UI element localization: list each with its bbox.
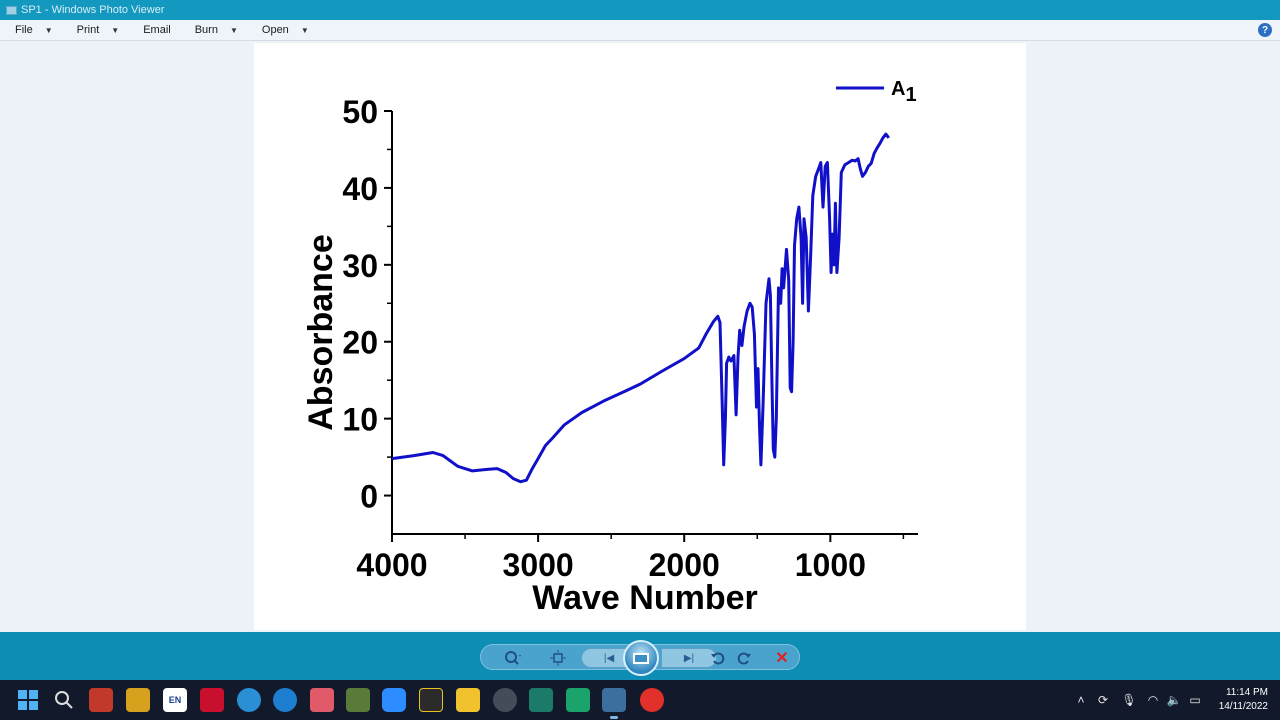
actual-size-icon[interactable]	[545, 645, 571, 671]
app-icon-3[interactable]	[200, 688, 224, 712]
title-bar: SP1 - Windows Photo Viewer	[0, 0, 1280, 20]
zoom-icon[interactable]	[499, 645, 527, 671]
legend-label-main: A	[891, 78, 905, 100]
active-indicator	[610, 716, 618, 719]
search-icon[interactable]	[52, 688, 76, 712]
legend-label: A1	[891, 78, 917, 106]
app-icon-1[interactable]	[89, 688, 113, 712]
menu-file[interactable]: File ▼	[0, 20, 62, 40]
photo-viewer-taskbar-icon[interactable]	[602, 688, 626, 712]
app-icon-9[interactable]	[566, 688, 590, 712]
menu-email-label: Email	[143, 24, 171, 36]
legend-label-subscript: 1	[905, 84, 916, 106]
zoom-app-icon[interactable]	[382, 688, 406, 712]
microphone-icon[interactable]: 🎙	[1121, 693, 1137, 707]
battery-icon[interactable]: ▭	[1189, 693, 1201, 707]
y-tick-label: 20	[342, 325, 378, 361]
taskbar: EN ˄ ⟳ 🎙 ◠ 🔈 ▭ 11:14 PM 14/11/2022	[0, 680, 1280, 720]
rotate-counterclockwise-icon[interactable]	[705, 645, 731, 671]
volume-icon[interactable]: 🔈	[1166, 693, 1182, 707]
help-icon[interactable]: ?	[1258, 23, 1272, 37]
x-tick-label: 4000	[356, 547, 427, 583]
chart-ticks: 0 10 20 30 40 50 4000 3000 2000 1000	[342, 94, 905, 583]
y-axis-label: Absorbance	[302, 234, 340, 431]
series-line-a1	[391, 132, 890, 484]
x-tick-label: 3000	[503, 547, 574, 583]
menu-file-label: File	[15, 24, 33, 36]
app-icon-10[interactable]	[640, 688, 664, 712]
app-icon-8[interactable]	[529, 688, 553, 712]
sync-icon[interactable]: ⟳	[1097, 693, 1109, 707]
chevron-down-icon: ▼	[300, 25, 309, 35]
y-tick-label: 40	[342, 171, 378, 207]
y-tick-label: 50	[342, 94, 378, 130]
language-icon[interactable]: EN	[163, 688, 187, 712]
clock-date: 14/11/2022	[1218, 701, 1268, 712]
y-tick-label: 30	[342, 248, 378, 284]
app-icon-5[interactable]	[346, 688, 370, 712]
menu-bar: File ▼ Print ▼ Email Burn ▼ Open ▼ ?	[0, 20, 1280, 41]
photo-viewer-icon	[6, 5, 17, 15]
y-tick-label: 0	[360, 479, 378, 515]
app-icon-7[interactable]	[493, 688, 517, 712]
clock-time: 11:14 PM	[1225, 687, 1268, 698]
menu-email[interactable]: Email	[128, 20, 180, 40]
clock[interactable]: 11:14 PM 14/11/2022	[1219, 686, 1268, 714]
menu-burn[interactable]: Burn ▼	[180, 20, 247, 40]
browser-icon[interactable]	[237, 688, 261, 712]
wifi-icon[interactable]: ◠	[1147, 693, 1159, 707]
delete-icon[interactable]: ✕	[775, 650, 789, 667]
chevron-down-icon: ▼	[111, 25, 120, 35]
edge-icon[interactable]	[273, 688, 297, 712]
image-viewport: 0 10 20 30 40 50 4000 3000 2000 1000 A1 Wave Numb…	[0, 41, 1280, 632]
folder-icon[interactable]	[456, 688, 480, 712]
slideshow-icon[interactable]	[623, 640, 659, 676]
chevron-up-icon[interactable]: ˄	[1077, 693, 1085, 707]
menu-burn-label: Burn	[194, 24, 218, 36]
window-title: SP1 - Windows Photo Viewer	[21, 4, 165, 16]
x-tick-label: 2000	[649, 547, 720, 583]
next-icon[interactable]: ▶|	[661, 648, 717, 668]
x-tick-label: 1000	[795, 547, 866, 583]
chevron-down-icon: ▼	[44, 25, 53, 35]
menu-open[interactable]: Open ▼	[247, 20, 318, 40]
menu-print-label: Print	[76, 24, 100, 36]
y-tick-label: 10	[342, 402, 378, 438]
start-icon[interactable]	[16, 688, 40, 712]
spectrum-chart: 0 10 20 30 40 50 4000 3000 2000 1000 A1 Wave Numb…	[302, 78, 918, 617]
menu-print[interactable]: Print ▼	[62, 20, 129, 40]
menu-open-label: Open	[261, 24, 289, 36]
chart-legend: A1	[836, 78, 917, 106]
app-icon-2[interactable]	[126, 688, 150, 712]
rotate-clockwise-icon[interactable]	[731, 645, 757, 671]
viewer-control-bar: |◀ ▶| ✕	[0, 632, 1280, 680]
app-icon-6[interactable]	[419, 688, 443, 712]
control-pill: |◀ ▶| ✕	[480, 640, 800, 676]
system-tray: ˄ ⟳ 🎙 ◠ 🔈 ▭	[1072, 680, 1206, 720]
x-axis-label: Wave Number	[532, 579, 757, 617]
app-icon-4[interactable]	[310, 688, 334, 712]
chevron-down-icon: ▼	[229, 25, 238, 35]
image-canvas: 0 10 20 30 40 50 4000 3000 2000 1000 A1 Wave Numb…	[254, 43, 1026, 630]
